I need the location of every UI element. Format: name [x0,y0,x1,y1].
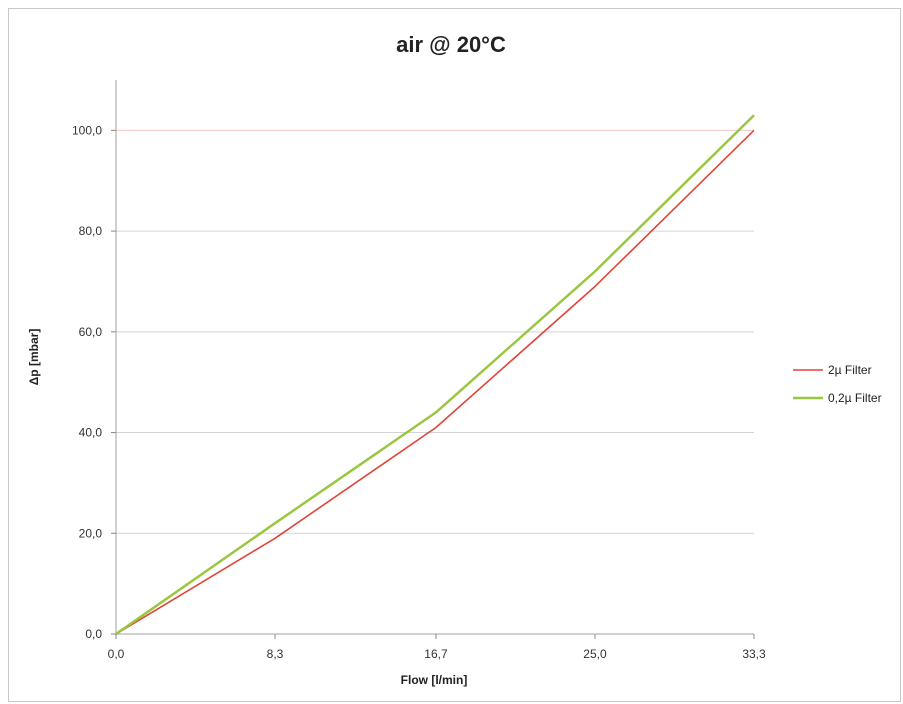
legend-label: 0,2µ Filter [828,391,882,405]
y-axis-ticks: 0,0 20,0 40,0 60,0 80,0 100,0 [72,123,116,641]
axes [115,80,754,635]
legend-label: 2µ Filter [828,363,872,377]
series-line [115,129,755,635]
x-tick-label: 8,3 [267,647,284,661]
series-line [115,114,755,636]
x-tick-label: 16,7 [424,647,448,661]
x-tick-label: 25,0 [583,647,607,661]
y-tick-label: 40,0 [79,426,103,440]
chart-frame [8,8,901,702]
x-axis-title: Flow [l/min] [401,673,468,687]
data-series [115,114,755,636]
chart-title: air @ 20°C [396,32,506,57]
y-tick-label: 0,0 [85,627,102,641]
grid-lines [116,129,754,534]
y-tick-label: 20,0 [79,526,103,540]
y-axis-title: Δp [mbar] [27,329,41,386]
x-tick-label: 0,0 [108,647,125,661]
y-tick-label: 60,0 [79,325,103,339]
legend: 2µ Filter 0,2µ Filter [793,363,882,405]
y-tick-label: 80,0 [79,224,103,238]
y-tick-label: 100,0 [72,123,102,137]
x-tick-label: 33,3 [742,647,766,661]
x-axis-ticks: 0,0 8,3 16,7 25,0 33,3 [108,634,766,661]
